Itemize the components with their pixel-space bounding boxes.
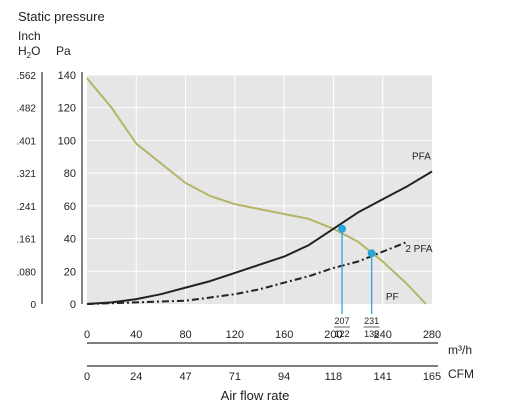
operating-point-flow-cfm: 122 [335,329,350,339]
x-tick-label-cfm: 0 [84,371,90,383]
plot-background [87,75,432,304]
series-line-2-pfa [86,240,408,305]
y-tick-label-inch: .080 [17,267,37,278]
x-tick-label-cfm: 118 [325,371,343,383]
series-label-pfa: PFA [412,152,431,163]
y-tick-label-inch: .562 [17,71,37,82]
x-tick-label-cfm: 141 [374,371,392,383]
x-tick-label-m3h: 200 [324,329,342,341]
y-unit-h2o: H2O [18,44,40,60]
y-tick-label-inch: .321 [17,169,37,180]
x-tick-label-cfm: 165 [423,371,441,383]
x-tick-label-cfm: 24 [130,371,142,383]
y-tick-label-inch: .161 [17,235,37,246]
series-label-pf: PF [386,292,399,303]
series-label-2-pfa: 2 PFA [405,244,433,255]
y-tick-label-pa: 40 [64,234,76,246]
y-tick-label-pa: 100 [58,135,76,147]
x-tick-label-m3h: 280 [423,329,441,341]
x-tick-label-cfm: 94 [278,371,290,383]
y-tick-label-pa: 0 [70,299,76,311]
y-unit-pa: Pa [56,44,71,58]
y-tick-label-pa: 120 [58,103,76,115]
x-tick-label-m3h: 0 [84,329,90,341]
operating-point-marker [367,249,376,258]
chart-labels: Static pressure Inch H2O Pa m³/h CFM Air… [18,9,474,403]
operating-point-flow-m3h: 231 [364,316,379,326]
y-tick-label-inch: .241 [17,202,37,213]
axes: 0 0 20 .080 40 .161 60 .241 80 .321 100 .401 120 .482… [17,70,442,383]
operating-point-flow-m3h: 207 [335,316,350,326]
x-tick-label-m3h: 160 [275,329,293,341]
y-unit-inch: Inch [18,29,41,43]
y-tick-label-inch: 0 [30,300,36,311]
series-line-pfa [86,170,433,305]
x-tick-label-m3h: 40 [130,329,142,341]
y-tick-label-pa: 140 [58,70,76,82]
operating-point-marker [338,224,347,233]
grid-lines [87,74,432,304]
x-unit-m3h: m³/h [448,343,472,357]
x-tick-label-cfm: 47 [179,371,191,383]
plot-area [87,75,432,304]
x-axis-label: Air flow rate [221,388,290,403]
x-tick-label-m3h: 120 [226,329,244,341]
x-tick-label-cfm: 71 [229,371,241,383]
y-tick-label-inch: .401 [17,136,37,147]
y-tick-label-pa: 80 [64,168,76,180]
y-tick-label-inch: .482 [17,104,37,115]
chart-title: Static pressure [18,9,105,24]
x-tick-label-m3h: 80 [179,329,191,341]
x-unit-cfm: CFM [448,367,474,381]
y-tick-label-pa: 60 [64,201,76,213]
y-tick-label-pa: 20 [64,266,76,278]
operating-point-flow-cfm: 136 [364,329,379,339]
operating-points: 207 122 231 136 [334,224,380,339]
x-tick-label-m3h: 240 [374,329,392,341]
